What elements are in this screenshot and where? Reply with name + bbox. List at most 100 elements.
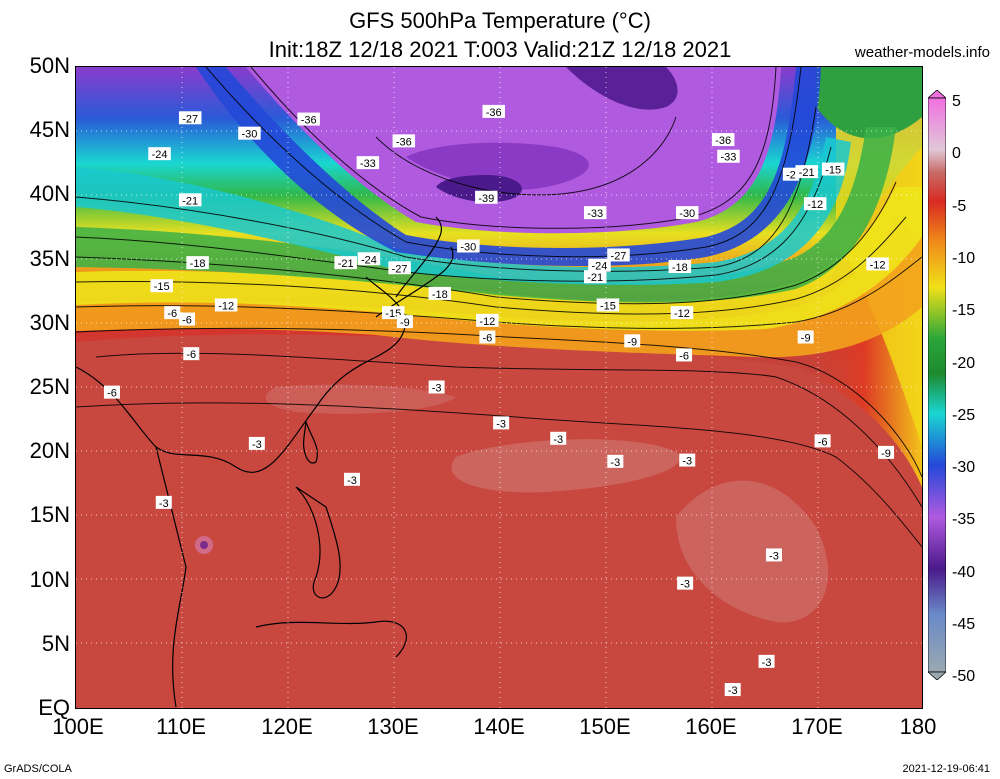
svg-text:-6: -6: [482, 333, 492, 345]
svg-text:-21: -21: [338, 258, 354, 270]
svg-text:-21: -21: [799, 167, 815, 179]
contour-label: -30: [457, 239, 480, 253]
contour-label: -30: [238, 126, 261, 141]
contour-label: -3: [758, 654, 775, 669]
contour-label: -3: [428, 380, 445, 395]
svg-text:-9: -9: [627, 336, 637, 348]
latitude-label: EQ: [38, 695, 70, 720]
svg-text:-3: -3: [682, 456, 692, 468]
latitude-label: 30N: [29, 309, 70, 335]
contour-label: -36: [482, 104, 505, 119]
latitude-label: 40N: [29, 181, 70, 207]
contour-label: -3: [724, 683, 741, 697]
svg-text:-3: -3: [680, 579, 690, 591]
contour-label: -33: [356, 156, 380, 170]
latitude-label: 45N: [29, 117, 70, 143]
footer-left: GrADS/COLA: [4, 763, 72, 775]
contour-label: -27: [178, 111, 202, 125]
svg-text:-3: -3: [432, 383, 442, 395]
contour-label: -3: [679, 453, 696, 468]
svg-text:-24: -24: [592, 261, 608, 273]
contour-label: -3: [765, 548, 782, 562]
longitude-label: 150E: [579, 714, 631, 739]
longitude-label: 100E: [52, 714, 104, 739]
contour-label: -6: [179, 312, 196, 327]
svg-text:-15: -15: [154, 281, 170, 293]
latitude-label: 25N: [29, 374, 70, 399]
contour-label: -24: [588, 258, 611, 273]
svg-text:-3: -3: [769, 550, 779, 562]
svg-text:-6: -6: [167, 308, 177, 320]
latitude-label: 35N: [29, 245, 70, 271]
svg-text:-12: -12: [218, 300, 234, 312]
colorbar-label: -45: [952, 616, 976, 633]
colorbar-label: 0: [952, 145, 961, 163]
svg-text:-24: -24: [152, 149, 168, 161]
contour-label: -3: [607, 454, 624, 469]
svg-text:-21: -21: [182, 195, 198, 207]
contour-label: -9: [797, 330, 814, 345]
contour-label: -36: [297, 112, 320, 127]
svg-text:-6: -6: [186, 349, 196, 361]
contour-label: -3: [155, 495, 172, 510]
svg-text:-12: -12: [807, 199, 823, 211]
contour-label: -6: [183, 347, 200, 361]
contour-label: -3: [493, 416, 510, 430]
colorbar-label: -25: [952, 406, 976, 424]
colorbar-label: -15: [952, 302, 976, 320]
contour-label: -21: [178, 193, 202, 207]
colorbar-label: -40: [952, 563, 976, 581]
svg-text:-18: -18: [190, 258, 206, 270]
contour-label: -21: [795, 165, 818, 179]
contour-label: -12: [803, 197, 827, 211]
contour-label: -18: [428, 286, 452, 301]
temperature-map: -27 -30 -36 -36 -36 -33 -39 -36 -33 -2 -21 -15 -12 -2…: [75, 66, 923, 709]
colorbar-label: -35: [952, 511, 976, 529]
svg-text:-33: -33: [587, 208, 603, 220]
svg-text:-12: -12: [479, 316, 495, 328]
latitude-label: 15N: [29, 502, 70, 528]
contour-label: -39: [475, 190, 498, 205]
svg-text:-3: -3: [347, 475, 357, 487]
longitude-label: 160E: [685, 714, 737, 739]
colorbar: [928, 90, 946, 680]
svg-text:-27: -27: [392, 263, 408, 275]
contour-label: -3: [677, 576, 694, 591]
svg-text:-6: -6: [107, 388, 117, 400]
longitude-label: 120E: [261, 714, 313, 739]
svg-text:-6: -6: [679, 350, 689, 362]
contour-label: -2: [782, 167, 799, 182]
colorbar-label: -10: [952, 249, 976, 267]
svg-text:-15: -15: [600, 300, 616, 312]
contour-label: -15: [821, 162, 845, 177]
svg-text:-21: -21: [587, 272, 603, 284]
colorbar-label: -50: [952, 668, 976, 686]
colorbar-label: 5: [952, 93, 961, 110]
contour-label: -24: [148, 147, 171, 161]
svg-text:-36: -36: [486, 107, 502, 119]
contour-label: -27: [388, 261, 411, 275]
contour-label: -18: [668, 259, 692, 274]
svg-text:-12: -12: [870, 259, 886, 271]
map-canvas: -27-30-36-36-36-33-39-36-33-2 -21 -15-12-2…: [76, 67, 922, 708]
svg-text:-3: -3: [762, 657, 772, 669]
contour-label: -6: [814, 434, 831, 448]
longitude-label: 110E: [156, 714, 206, 739]
svg-text:-18: -18: [672, 262, 688, 274]
contour-label: -15: [150, 279, 173, 293]
contour-label: -3: [550, 431, 567, 446]
svg-text:-6: -6: [818, 436, 828, 448]
svg-text:-3: -3: [610, 457, 620, 469]
svg-text:-27: -27: [182, 113, 198, 125]
svg-text:-39: -39: [478, 193, 494, 205]
contour-label: -9: [396, 315, 413, 329]
longitude-label: 140E: [473, 714, 525, 739]
svg-text:-3: -3: [728, 685, 738, 697]
footer-timestamp: 2021-12-19-06:41: [902, 763, 990, 775]
contour-label: -21: [583, 270, 607, 284]
svg-text:-36: -36: [715, 135, 731, 147]
svg-text:-3: -3: [252, 439, 262, 451]
contour-label: -36: [711, 133, 735, 147]
svg-text:-2: -2: [786, 170, 796, 182]
contour-label: -21: [334, 256, 357, 270]
